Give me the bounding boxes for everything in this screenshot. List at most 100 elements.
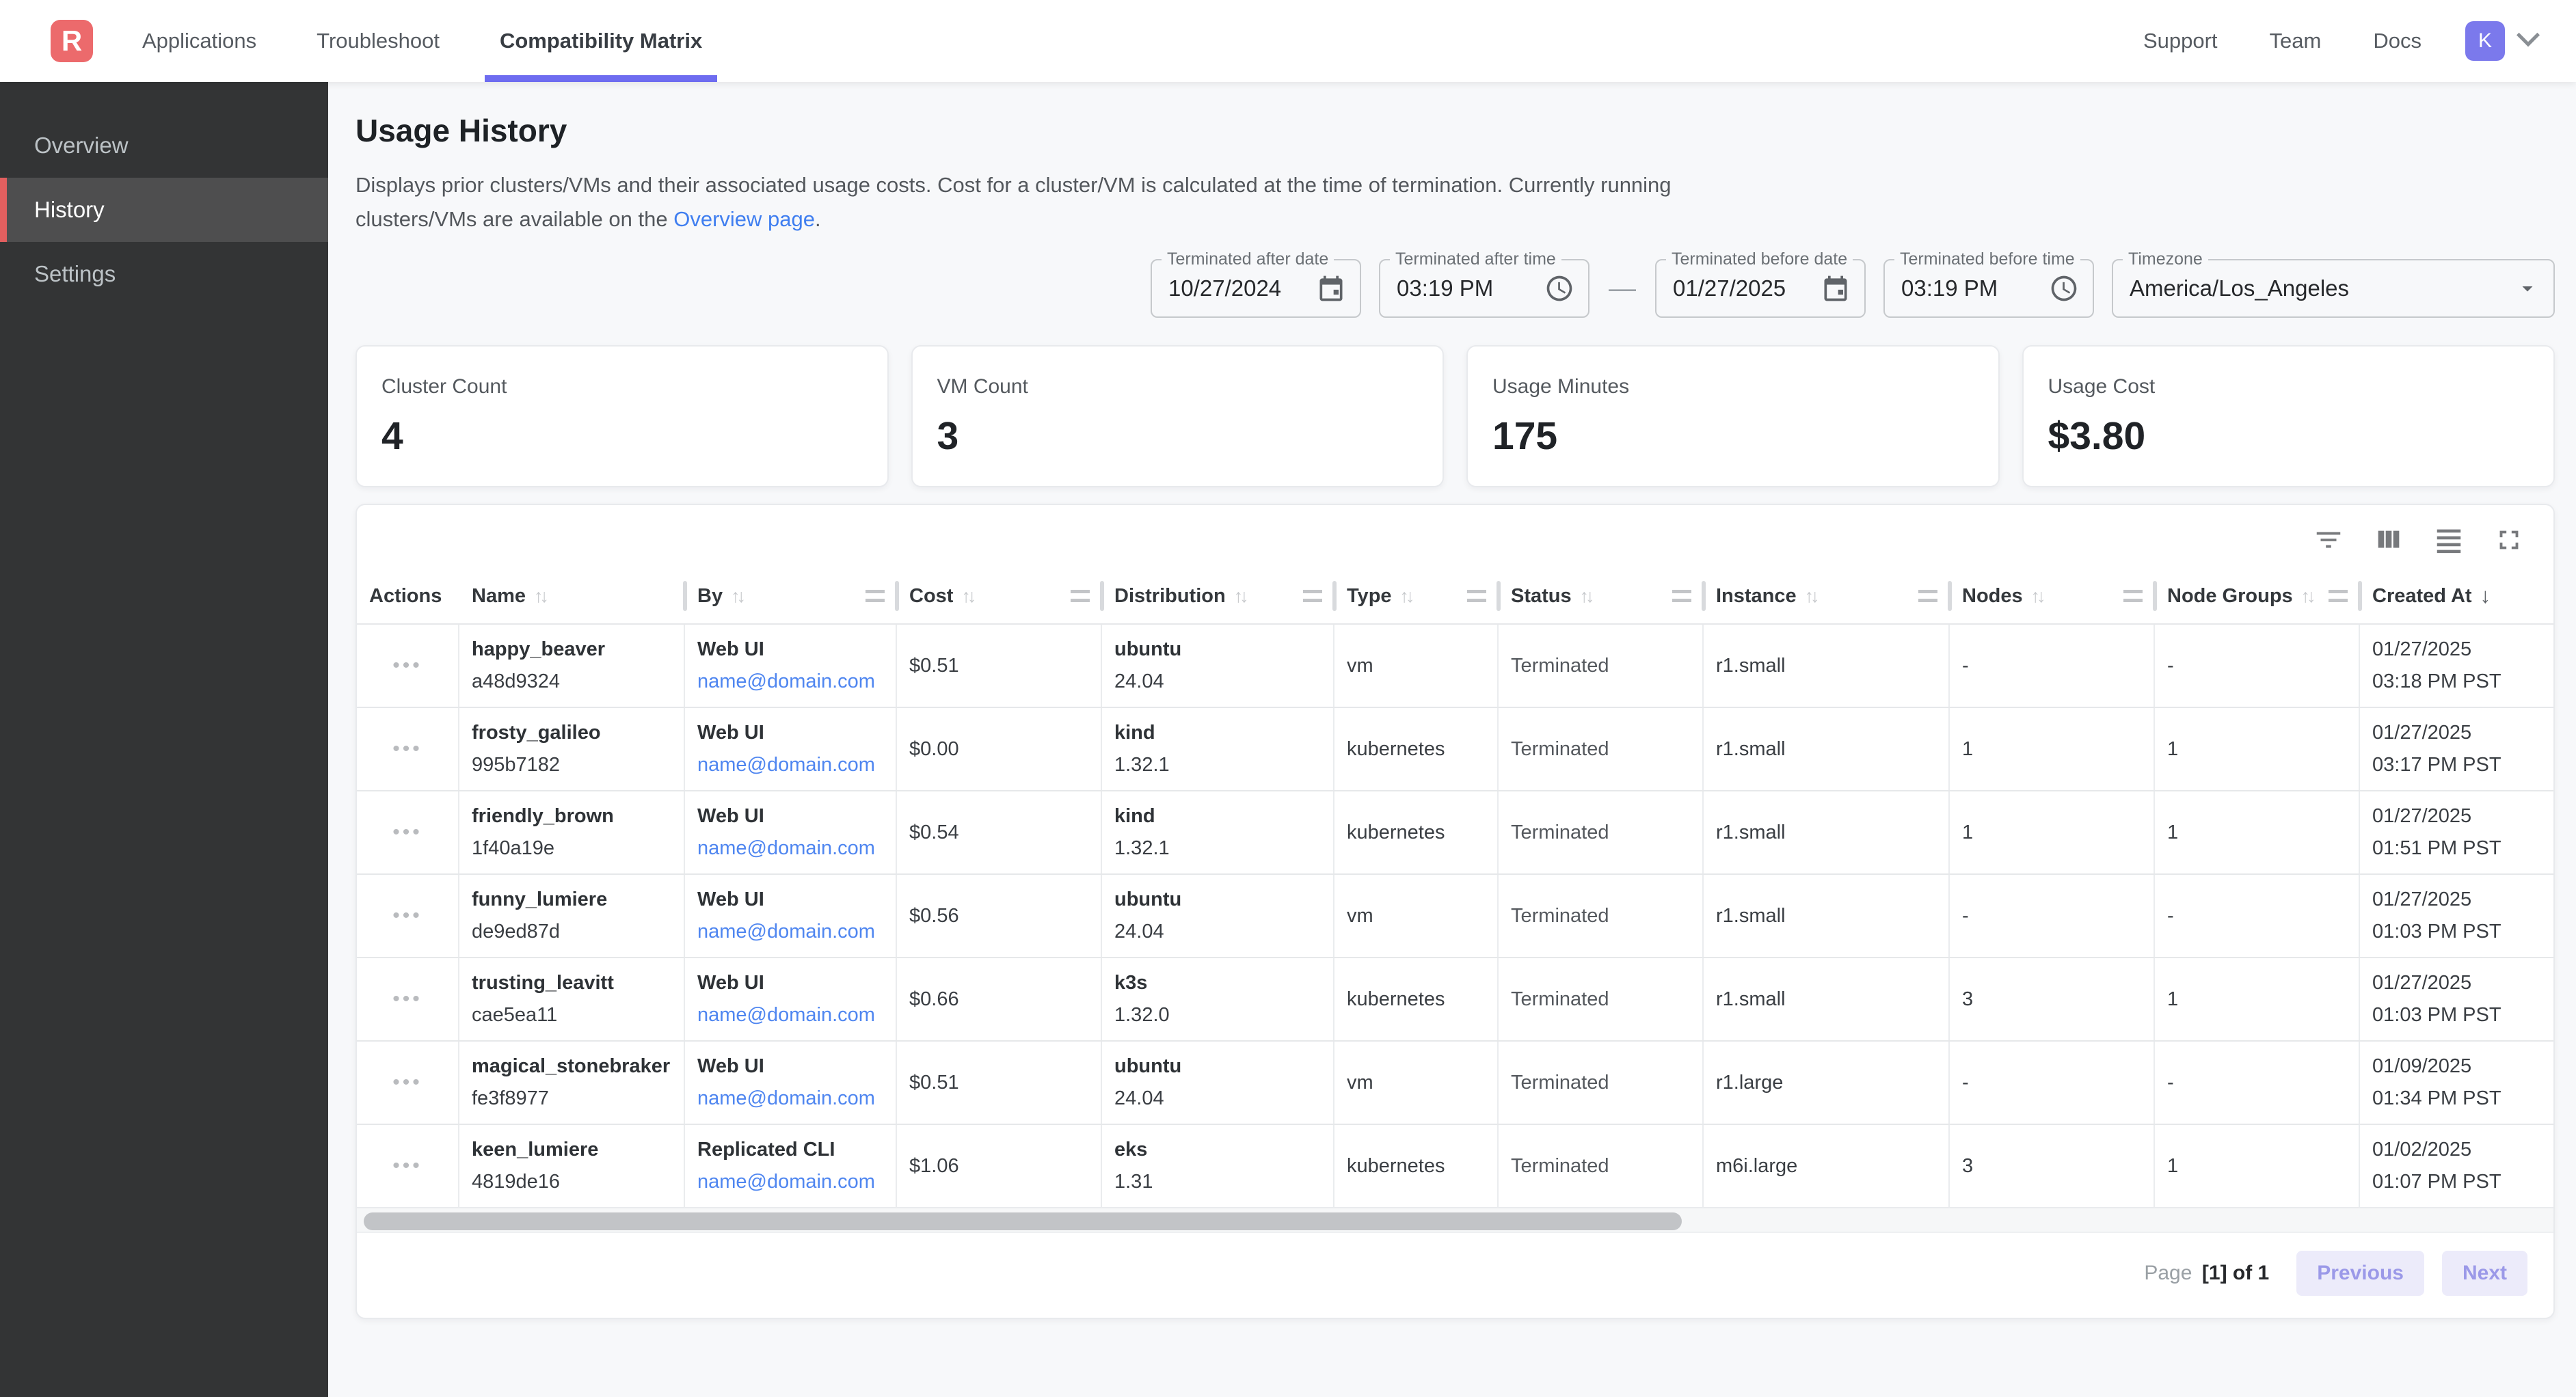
- column-separator[interactable]: [2358, 581, 2362, 612]
- nav-link-team[interactable]: Team: [2269, 29, 2322, 53]
- terminated-before-date-value[interactable]: 01/27/2025: [1673, 275, 1786, 301]
- created-by-email-link[interactable]: name@domain.com: [697, 1087, 875, 1110]
- column-separator[interactable]: [1332, 581, 1337, 612]
- created-by-email-link[interactable]: name@domain.com: [697, 921, 875, 943]
- sort-icon[interactable]: ↑↓: [961, 585, 976, 606]
- avatar[interactable]: K: [2465, 21, 2505, 61]
- column-separator[interactable]: [1702, 581, 1706, 612]
- row-actions-icon[interactable]: •••: [392, 1154, 422, 1178]
- terminated-before-time-field[interactable]: Terminated before time 03:19 PM: [1883, 249, 2094, 318]
- terminated-after-time-field[interactable]: Terminated after time 03:19 PM: [1379, 249, 1589, 318]
- stat-card-vm-count: VM Count 3: [911, 345, 1444, 488]
- column-header-node-groups: Node Groups ↑↓: [2153, 569, 2360, 623]
- cost-value: $0.51: [909, 1071, 959, 1094]
- stat-cards: Cluster Count 4 VM Count 3 Usage Minutes…: [355, 345, 2555, 488]
- column-menu-icon[interactable]: [866, 590, 885, 603]
- row-actions-icon[interactable]: •••: [392, 737, 422, 761]
- columns-icon[interactable]: [2373, 524, 2404, 559]
- scrollbar-thumb[interactable]: [364, 1212, 1682, 1231]
- calendar-icon[interactable]: [1821, 273, 1851, 303]
- row-actions-icon[interactable]: •••: [392, 988, 422, 1011]
- column-separator[interactable]: [895, 581, 899, 612]
- cluster-name: frosty_galileo: [472, 722, 601, 744]
- calendar-icon[interactable]: [1316, 273, 1346, 303]
- terminated-before-time-value[interactable]: 03:19 PM: [1901, 275, 1998, 301]
- column-separator[interactable]: [1497, 581, 1501, 612]
- table-footer: Page [1] of 1 Previous Next: [357, 1233, 2553, 1318]
- cell-status: Terminated: [1499, 958, 1704, 1041]
- fullscreen-icon[interactable]: [2493, 524, 2525, 559]
- column-separator[interactable]: [2153, 581, 2157, 612]
- column-menu-icon[interactable]: [1303, 590, 1322, 603]
- row-actions-icon[interactable]: •••: [392, 654, 422, 677]
- cell-cost: $0.66: [897, 958, 1102, 1041]
- next-page-button[interactable]: Next: [2441, 1251, 2527, 1297]
- cluster-name: friendly_brown: [472, 805, 614, 828]
- column-label: Distribution: [1114, 584, 1226, 607]
- cluster-id: de9ed87d: [472, 921, 561, 943]
- nav-tab-applications[interactable]: Applications: [142, 29, 257, 53]
- filter-icon[interactable]: [2313, 524, 2344, 559]
- cell-nodes: 1: [1950, 791, 2155, 874]
- column-separator[interactable]: [1948, 581, 1952, 612]
- cell-node-groups: -: [2155, 625, 2360, 707]
- column-menu-icon[interactable]: [1672, 590, 1691, 603]
- terminated-after-date-value[interactable]: 10/27/2024: [1168, 275, 1282, 301]
- row-actions-icon[interactable]: •••: [392, 1071, 422, 1094]
- instance-value: r1.small: [1716, 654, 1786, 677]
- node-groups-value: 1: [2167, 1154, 2179, 1177]
- sort-icon[interactable]: ↑↓: [2030, 585, 2046, 606]
- column-menu-icon[interactable]: [2329, 590, 2348, 603]
- created-by-email-link[interactable]: name@domain.com: [697, 837, 875, 860]
- horizontal-scrollbar[interactable]: [357, 1207, 2553, 1234]
- column-separator[interactable]: [1100, 581, 1104, 612]
- overview-page-link[interactable]: Overview page: [673, 206, 816, 231]
- row-actions-icon[interactable]: •••: [392, 904, 422, 927]
- created-by-email-link[interactable]: name@domain.com: [697, 1004, 875, 1027]
- clock-icon[interactable]: [2049, 273, 2079, 303]
- nav-right: Support Team Docs K: [2117, 21, 2540, 61]
- replicated-logo[interactable]: R: [51, 20, 93, 62]
- row-actions-icon[interactable]: •••: [392, 821, 422, 844]
- cell-by: Web UI name@domain.com: [685, 875, 897, 958]
- column-menu-icon[interactable]: [2123, 590, 2143, 603]
- column-menu-icon[interactable]: [1467, 590, 1486, 603]
- nav-tab-compatibility-matrix[interactable]: Compatibility Matrix: [470, 0, 732, 82]
- created-by-email-link[interactable]: name@domain.com: [697, 670, 875, 693]
- timezone-value[interactable]: America/Los_Angeles: [2130, 275, 2350, 301]
- nav-link-support[interactable]: Support: [2143, 29, 2218, 53]
- cell-by: Web UI name@domain.com: [685, 791, 897, 874]
- column-menu-icon[interactable]: [1071, 590, 1090, 603]
- sort-icon[interactable]: ↑↓: [1804, 585, 1820, 606]
- created-by-email-link[interactable]: name@domain.com: [697, 754, 875, 776]
- sort-icon[interactable]: ↑↓: [1233, 585, 1249, 606]
- nav-tab-troubleshoot[interactable]: Troubleshoot: [317, 29, 440, 53]
- sort-icon[interactable]: ↑↓: [2300, 585, 2316, 606]
- page-title: Usage History: [355, 113, 567, 148]
- terminated-after-date-field[interactable]: Terminated after date 10/27/2024: [1151, 249, 1361, 318]
- density-icon[interactable]: [2433, 524, 2465, 559]
- sidebar-item-settings[interactable]: Settings: [34, 261, 116, 286]
- terminated-after-time-value[interactable]: 03:19 PM: [1397, 275, 1494, 301]
- sort-icon[interactable]: ↑↓: [1579, 585, 1595, 606]
- terminated-before-date-field[interactable]: Terminated before date 01/27/2025: [1655, 249, 1866, 318]
- created-by-email-link[interactable]: name@domain.com: [697, 1171, 875, 1193]
- caret-down-icon[interactable]: [2515, 276, 2540, 301]
- chevron-down-icon[interactable]: [2517, 23, 2540, 47]
- column-menu-icon[interactable]: [1918, 590, 1937, 603]
- cell-created-at: 01/27/2025 01:03 PM PST: [2360, 958, 2553, 1040]
- timezone-select[interactable]: Timezone America/Los_Angeles: [2112, 249, 2555, 318]
- sort-icon[interactable]: ↓: [2480, 584, 2491, 608]
- sidebar-item-overview[interactable]: Overview: [34, 133, 129, 158]
- column-header-nodes: Nodes ↑↓: [1948, 569, 2155, 623]
- sidebar-item-history[interactable]: History: [0, 178, 328, 242]
- clock-icon[interactable]: [1544, 273, 1574, 303]
- column-separator[interactable]: [683, 581, 687, 612]
- sort-icon[interactable]: ↑↓: [731, 585, 746, 606]
- sort-icon[interactable]: ↑↓: [1399, 585, 1415, 606]
- status-value: Terminated: [1511, 654, 1609, 677]
- distribution-version: 24.04: [1114, 921, 1164, 943]
- previous-page-button[interactable]: Previous: [2296, 1251, 2424, 1297]
- nav-link-docs[interactable]: Docs: [2373, 29, 2421, 53]
- sort-icon[interactable]: ↑↓: [534, 585, 549, 606]
